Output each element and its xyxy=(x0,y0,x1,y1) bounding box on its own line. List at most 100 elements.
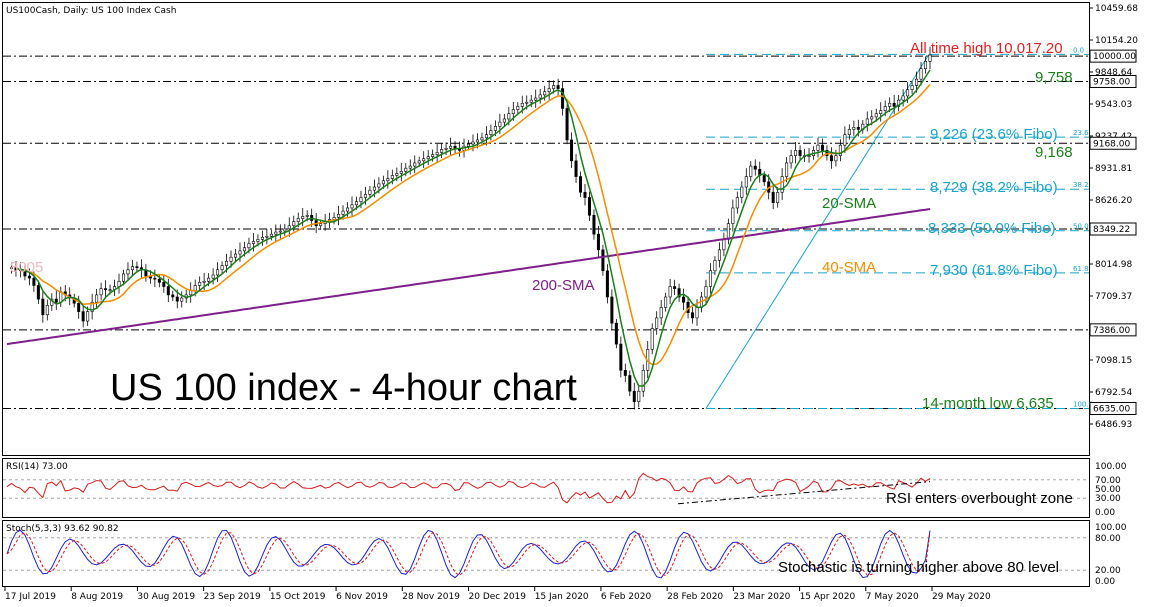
price-tag-label: 9168.00 xyxy=(1093,139,1130,149)
stoch-signal-line xyxy=(6,531,931,576)
candle-body xyxy=(493,125,497,131)
candle-body xyxy=(520,102,524,107)
time-axis: 17 Jul 2019 8 Aug 2019 30 Aug 2019 23 Sep 2… xyxy=(4,587,991,602)
candle-body xyxy=(820,144,824,151)
candle-body xyxy=(771,191,775,204)
stoch-annotation: Stochastic is turning higher above 80 le… xyxy=(778,559,1059,576)
candle-body xyxy=(372,186,376,191)
candle-body xyxy=(435,152,439,155)
main-price-axis: 10459.6810154.209848.649543.039237.42893… xyxy=(1089,4,1138,430)
candle-body xyxy=(650,328,654,350)
candle-body xyxy=(726,223,730,240)
candle-body xyxy=(516,106,520,110)
price-tick-label: 7709.37 xyxy=(1095,292,1132,302)
candle-body xyxy=(471,141,475,145)
candle-body xyxy=(673,286,677,289)
candle-body xyxy=(225,261,229,266)
candle-body xyxy=(480,137,484,141)
fibo-236-annotation: 9,226 (23.6% Fibo) xyxy=(930,126,1058,143)
sma-40-line xyxy=(15,84,931,366)
candle-body xyxy=(413,162,417,167)
rsi-tick-label: 30.00 xyxy=(1095,494,1121,504)
candle-body xyxy=(193,285,197,291)
candle-body xyxy=(583,191,587,198)
candle-body xyxy=(619,343,623,371)
candle-body xyxy=(525,101,529,104)
date-tick-label: 15 Jan 2020 xyxy=(535,592,589,602)
level-9168-annotation: 9,168 xyxy=(1035,144,1073,161)
candle-body xyxy=(740,186,744,198)
candle-body xyxy=(207,277,211,282)
price-tag-label: 7386.00 xyxy=(1093,326,1130,336)
candle-body xyxy=(189,290,193,296)
candle-body xyxy=(45,305,49,316)
candle-body xyxy=(915,78,919,86)
date-tick-label: 23 Mar 2020 xyxy=(733,592,790,602)
candle-body xyxy=(404,167,408,172)
date-tick-label: 28 Nov 2019 xyxy=(402,592,460,602)
candle-body xyxy=(296,218,300,222)
candle-body xyxy=(659,307,663,319)
fibo-500-annotation: 8,333 (50.0% Fibo) xyxy=(928,220,1056,237)
candle-body xyxy=(363,194,367,198)
candle-body xyxy=(713,260,717,272)
candle-body xyxy=(283,228,287,232)
candle-body xyxy=(265,235,269,238)
candle-body xyxy=(843,134,847,146)
low-annotation: 14-month low 6,635 xyxy=(922,395,1054,412)
candle-body xyxy=(153,277,157,280)
candle-body xyxy=(919,68,923,80)
candle-body xyxy=(789,155,793,164)
candle-body xyxy=(856,127,860,130)
candle-body xyxy=(762,175,766,183)
candle-body xyxy=(166,286,170,296)
candle-body xyxy=(157,278,161,283)
candle-body xyxy=(695,307,699,319)
candle-body xyxy=(883,106,887,111)
fibo-ratio-label: 23.6 xyxy=(1073,129,1089,137)
candle-body xyxy=(874,113,878,118)
sma-20-label: 20-SMA xyxy=(822,195,876,212)
candle-body xyxy=(135,266,139,268)
candle-body xyxy=(829,155,833,162)
rsi-line xyxy=(6,472,931,504)
date-tick-label: 17 Jul 2019 xyxy=(5,592,56,602)
candle-body xyxy=(879,110,883,115)
candle-body xyxy=(399,171,403,174)
sma-200-label: 200-SMA xyxy=(532,277,595,294)
candle-body xyxy=(561,88,565,109)
candle-body xyxy=(596,233,600,251)
candle-body xyxy=(610,296,614,324)
candle-body xyxy=(852,127,856,130)
candle-body xyxy=(337,213,341,218)
candle-body xyxy=(816,144,820,151)
rsi-annotation: RSI enters overbought zone xyxy=(886,490,1073,507)
candle-body xyxy=(305,214,309,217)
candle-body xyxy=(386,178,390,182)
candle-body xyxy=(274,231,278,235)
candle-body xyxy=(32,277,36,286)
fibo-trend-line xyxy=(705,54,930,409)
candle-body xyxy=(632,390,636,402)
candle-body xyxy=(749,165,753,177)
candle-body xyxy=(776,191,780,204)
sma-20-line xyxy=(15,69,931,387)
candle-body xyxy=(708,270,712,287)
rsi-header: RSI(14) 73.00 xyxy=(6,462,68,472)
candle-body xyxy=(242,247,246,252)
candle-body xyxy=(359,197,363,202)
candle-body xyxy=(256,239,260,242)
stoch-panel-frame xyxy=(2,520,1090,587)
candle-body xyxy=(175,296,179,302)
candle-body xyxy=(785,162,789,177)
candle-body xyxy=(9,267,13,270)
price-tick-label: 10459.68 xyxy=(1095,4,1138,14)
candle-body xyxy=(579,176,583,193)
date-tick-label: 23 Sep 2019 xyxy=(204,592,261,602)
candle-body xyxy=(780,176,784,193)
rsi-trend-line xyxy=(677,481,931,505)
candle-body xyxy=(529,99,533,103)
candle-body xyxy=(381,180,385,185)
candle-body xyxy=(216,269,220,276)
level-8005-annotation: 8005 xyxy=(10,259,43,276)
